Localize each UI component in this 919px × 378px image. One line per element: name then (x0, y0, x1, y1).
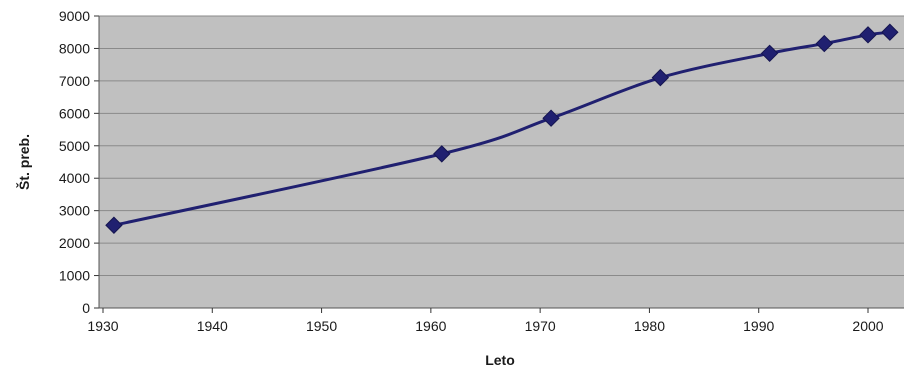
x-tick-label: 1940 (197, 318, 228, 334)
data-point-marker (815, 34, 833, 53)
y-tick-label: 3000 (59, 203, 90, 219)
y-tick-label: 6000 (59, 105, 90, 121)
y-tick-label: 1000 (59, 268, 90, 284)
x-tick-label: 1960 (415, 318, 446, 334)
series (105, 23, 899, 234)
x-tick-label: 1950 (306, 318, 337, 334)
x-tick-label: 1980 (634, 318, 665, 334)
y-tick-label: 5000 (59, 138, 90, 154)
data-point-marker (105, 216, 123, 234)
x-tick-label: 1990 (743, 318, 774, 334)
y-tick-label: 9000 (59, 8, 90, 24)
y-axis-title: Št. preb. (15, 134, 32, 190)
y-tick-labels: 0 1000 2000 3000 4000 5000 6000 7000 8000 9000 (59, 8, 90, 316)
series-line (113, 30, 891, 227)
y-tick-label: 7000 (59, 73, 90, 89)
y-tick-label: 8000 (59, 40, 90, 56)
data-point-marker (651, 68, 670, 87)
axes (98, 16, 904, 313)
x-tick-label: 2000 (852, 318, 883, 334)
data-point-marker (542, 109, 560, 127)
x-tick-label: 1930 (87, 318, 118, 334)
y-tick-label: 2000 (59, 235, 90, 251)
plot-area (99, 16, 904, 308)
x-tick-label: 1970 (525, 318, 556, 334)
data-point-marker (859, 26, 877, 44)
gridlines (94, 15, 904, 309)
x-tick-labels: 1930 1940 1950 1960 1970 1980 1990 2000 (87, 318, 883, 334)
y-tick-label: 0 (82, 300, 90, 316)
y-tick-label: 4000 (59, 170, 90, 186)
data-point-marker (881, 23, 899, 41)
x-axis-title: Leto (485, 352, 515, 368)
data-point-marker (433, 145, 451, 163)
data-point-marker (760, 44, 779, 63)
